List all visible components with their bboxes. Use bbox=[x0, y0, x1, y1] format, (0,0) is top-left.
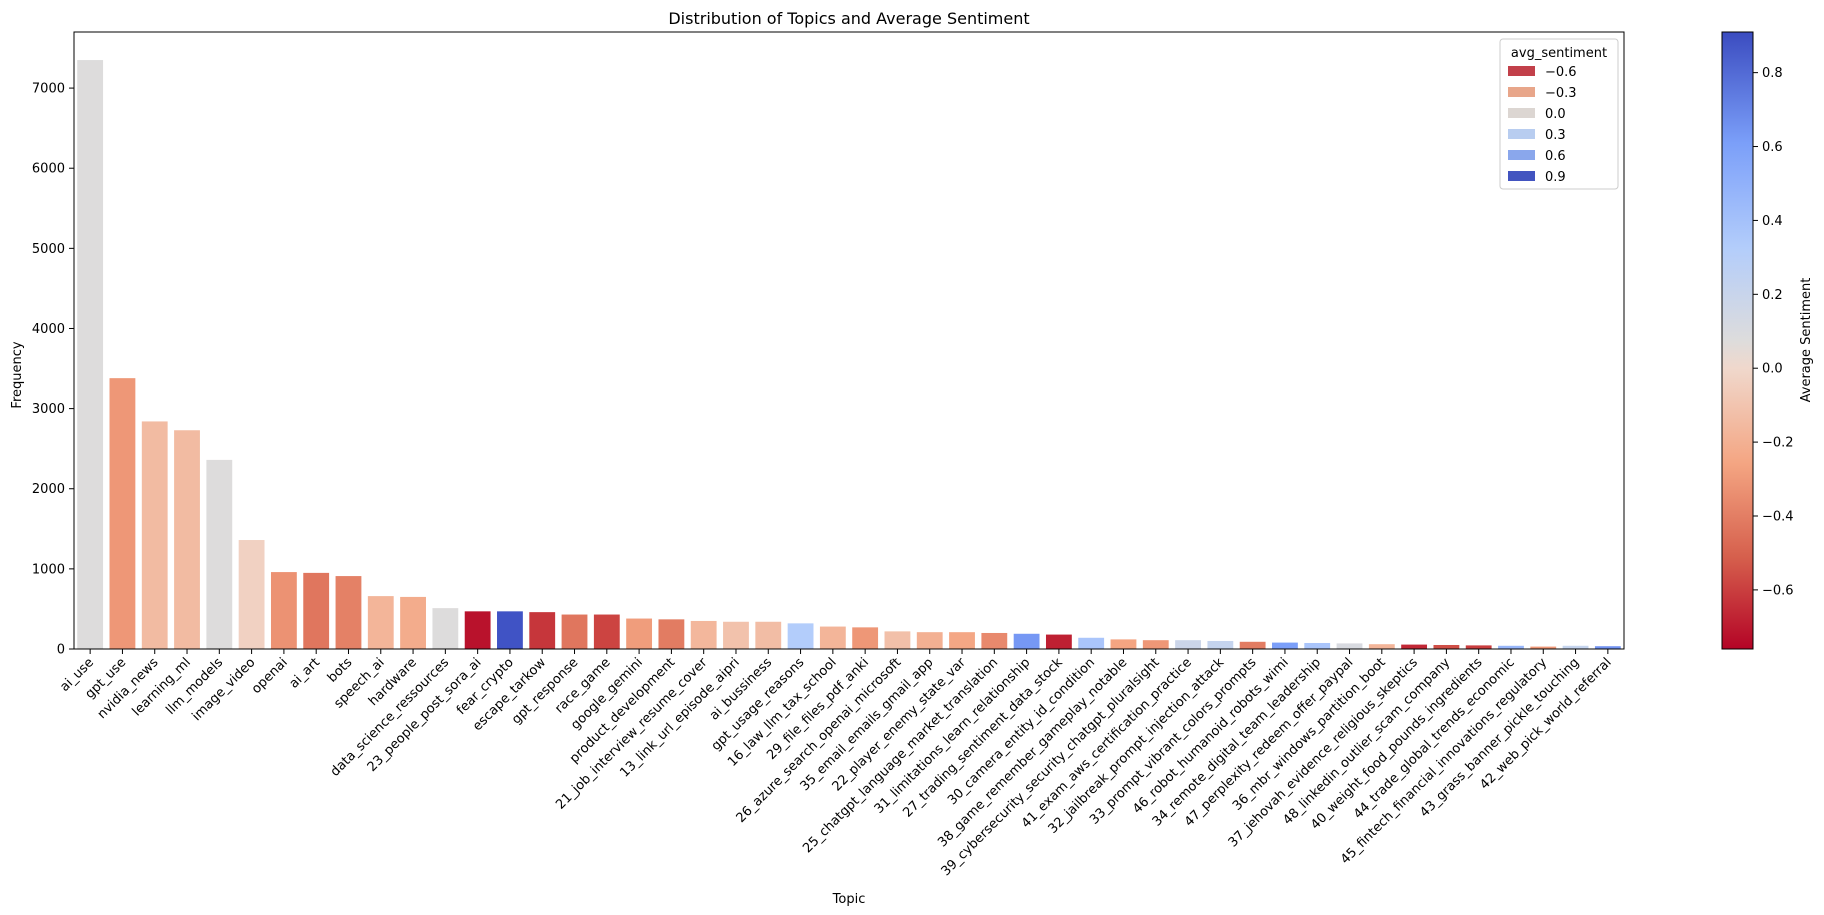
bar bbox=[529, 612, 556, 649]
colorbar-tick-label: 0.8 bbox=[1762, 66, 1783, 81]
bar bbox=[206, 459, 233, 649]
colorbar-tick-label: 0.2 bbox=[1762, 288, 1783, 303]
y-ticks: 0 1000 2000 3000 4000 5000 6000 7000 bbox=[32, 82, 74, 658]
colorbar-tick-label: 0.6 bbox=[1762, 140, 1783, 155]
bar bbox=[690, 620, 717, 649]
legend-label: −0.6 bbox=[1545, 65, 1577, 80]
colorbar: 0.8 0.6 0.4 0.2 0.0 −0.2 −0.4 −0.6 Average Sent… bbox=[1721, 31, 1814, 650]
bar bbox=[949, 632, 975, 649]
bar bbox=[174, 430, 200, 649]
bar bbox=[497, 611, 523, 649]
bar bbox=[981, 632, 1008, 649]
bar bbox=[464, 611, 491, 649]
bar bbox=[1594, 646, 1621, 649]
bar bbox=[1336, 643, 1363, 649]
bar bbox=[400, 596, 426, 649]
legend-title: avg_sentiment bbox=[1511, 46, 1607, 61]
legend-swatch bbox=[1508, 150, 1535, 160]
colorbar-gradient bbox=[1721, 31, 1754, 650]
legend-swatch bbox=[1508, 108, 1535, 118]
bar bbox=[658, 619, 685, 649]
bar bbox=[1465, 645, 1492, 649]
bar bbox=[1272, 642, 1298, 649]
y-tick-label: 3000 bbox=[32, 402, 65, 417]
legend-swatch bbox=[1508, 66, 1535, 76]
y-tick-label: 7000 bbox=[32, 82, 65, 97]
bar bbox=[1239, 641, 1266, 649]
bar bbox=[755, 621, 782, 649]
bar bbox=[141, 421, 168, 649]
legend-label: 0.0 bbox=[1545, 107, 1566, 122]
bar bbox=[432, 608, 459, 649]
y-tick-label: 4000 bbox=[32, 322, 65, 337]
y-tick-label: 2000 bbox=[32, 482, 65, 497]
legend-label: 0.3 bbox=[1545, 128, 1566, 143]
bar bbox=[723, 621, 749, 649]
x-ticks: ai_usegpt_usenvidia_newslearning_mlllm_m… bbox=[57, 649, 1615, 879]
bar bbox=[1078, 637, 1105, 649]
bar bbox=[561, 614, 588, 649]
bar bbox=[1498, 645, 1524, 649]
bar bbox=[109, 378, 136, 649]
bar bbox=[1207, 640, 1234, 649]
y-axis-label: Frequency bbox=[10, 341, 25, 408]
bar bbox=[852, 627, 879, 649]
bar bbox=[1530, 646, 1557, 649]
legend-swatch bbox=[1508, 129, 1535, 139]
bar bbox=[303, 572, 330, 649]
x-axis-label: Topic bbox=[832, 892, 866, 907]
bar bbox=[335, 576, 362, 649]
colorbar-tick-label: −0.2 bbox=[1762, 436, 1794, 451]
colorbar-tick-label: −0.6 bbox=[1762, 583, 1794, 598]
colorbar-ticks: 0.8 0.6 0.4 0.2 0.0 −0.2 −0.4 −0.6 bbox=[1753, 66, 1794, 598]
bar bbox=[367, 596, 394, 649]
bar bbox=[1304, 642, 1331, 649]
y-tick-label: 0 bbox=[57, 643, 65, 658]
legend-label: 0.6 bbox=[1545, 149, 1566, 164]
legend: avg_sentiment −0.6 −0.3 0.0 0.3 0.6 0.9 bbox=[1499, 38, 1619, 190]
bar bbox=[916, 632, 943, 649]
y-tick-label: 5000 bbox=[32, 242, 65, 257]
bar bbox=[1175, 640, 1201, 649]
plot-frame bbox=[73, 31, 1625, 650]
y-tick-label: 6000 bbox=[32, 162, 65, 177]
bar bbox=[787, 623, 814, 649]
legend-label: −0.3 bbox=[1545, 86, 1577, 101]
bar bbox=[270, 572, 297, 649]
bar bbox=[1110, 639, 1137, 649]
colorbar-label: Average Sentiment bbox=[1799, 278, 1814, 403]
legend-label: 0.9 bbox=[1545, 170, 1566, 185]
bar bbox=[626, 618, 653, 649]
bar bbox=[77, 60, 104, 650]
x-tick-label: openai bbox=[249, 655, 291, 697]
bar bbox=[1433, 644, 1460, 649]
bar bbox=[884, 631, 911, 649]
bar bbox=[238, 540, 265, 649]
bars-layer bbox=[77, 60, 1621, 650]
colorbar-tick-label: −0.4 bbox=[1762, 509, 1794, 524]
bar bbox=[1562, 645, 1589, 649]
bar bbox=[1045, 634, 1072, 649]
bar bbox=[593, 614, 620, 649]
bar bbox=[1401, 644, 1428, 649]
x-tick-label: ai_art bbox=[287, 655, 323, 691]
legend-swatch bbox=[1508, 87, 1535, 97]
bar bbox=[1142, 640, 1169, 649]
bar bbox=[1368, 644, 1395, 649]
bar bbox=[819, 626, 846, 649]
chart-title: Distribution of Topics and Average Senti… bbox=[668, 9, 1029, 28]
legend-swatch bbox=[1508, 171, 1535, 181]
legend-entries: −0.6 −0.3 0.0 0.3 0.6 0.9 bbox=[1508, 65, 1577, 185]
y-tick-label: 1000 bbox=[32, 562, 65, 577]
colorbar-tick-label: 0.4 bbox=[1762, 214, 1783, 229]
bar bbox=[1013, 633, 1040, 649]
colorbar-tick-label: 0.0 bbox=[1762, 362, 1783, 377]
